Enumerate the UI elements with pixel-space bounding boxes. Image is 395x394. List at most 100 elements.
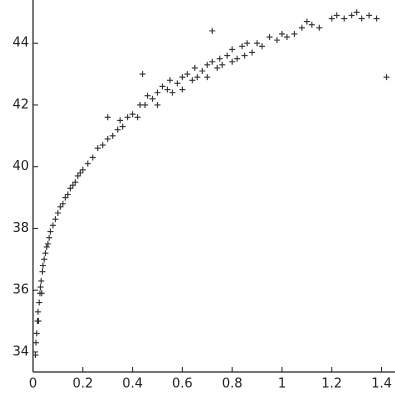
point	[164, 86, 171, 93]
point	[39, 262, 46, 269]
point	[54, 210, 61, 217]
point	[189, 77, 196, 84]
point	[204, 74, 211, 81]
x-tick-label: 1	[278, 377, 286, 392]
point	[72, 179, 79, 186]
point	[57, 203, 64, 210]
point	[179, 74, 186, 81]
point	[229, 46, 236, 53]
point	[124, 114, 131, 121]
point	[298, 24, 305, 31]
x-tick-label: 0.2	[72, 377, 93, 392]
point	[254, 40, 261, 47]
point	[99, 142, 106, 149]
y-tick-label: 34	[12, 344, 29, 359]
point	[291, 30, 298, 37]
point	[333, 12, 340, 19]
point	[383, 74, 390, 81]
point	[134, 114, 141, 121]
point	[34, 308, 41, 315]
point	[174, 80, 181, 87]
point	[42, 250, 49, 257]
point	[38, 277, 45, 284]
point	[341, 15, 348, 22]
point	[154, 89, 161, 96]
point	[199, 68, 206, 75]
point	[303, 18, 310, 25]
point	[38, 290, 45, 297]
point	[117, 117, 124, 124]
point	[39, 268, 46, 275]
point	[239, 43, 246, 50]
point	[94, 145, 101, 152]
point	[36, 299, 43, 306]
point	[52, 216, 59, 223]
point	[32, 339, 39, 346]
point	[144, 92, 151, 99]
point	[214, 64, 221, 71]
point	[249, 49, 256, 56]
point	[64, 191, 71, 198]
point	[129, 111, 136, 118]
point	[139, 71, 146, 78]
point	[209, 58, 216, 65]
point	[273, 37, 280, 44]
point	[179, 86, 186, 93]
point	[149, 95, 156, 102]
point	[219, 61, 226, 68]
point	[159, 83, 166, 90]
point	[353, 9, 360, 16]
x-tick-label: 1.4	[371, 377, 392, 392]
point	[194, 74, 201, 81]
x-tick-label: 0.6	[172, 377, 193, 392]
point	[62, 194, 69, 201]
point	[241, 52, 248, 59]
x-tick-label: 0	[29, 377, 37, 392]
point	[328, 15, 335, 22]
x-tick-label: 1.2	[321, 377, 342, 392]
point	[259, 43, 266, 50]
x-tick-label: 0.4	[122, 377, 143, 392]
point	[104, 135, 111, 142]
point	[348, 12, 355, 19]
y-tick-label: 44	[12, 36, 29, 51]
point	[35, 318, 42, 325]
point	[74, 172, 81, 179]
point	[358, 15, 365, 22]
point	[89, 154, 96, 161]
x-tick-label: 0.8	[222, 377, 243, 392]
point	[204, 61, 211, 68]
point	[216, 55, 223, 62]
point	[59, 200, 66, 207]
point	[84, 160, 91, 167]
point	[191, 64, 198, 71]
point	[32, 352, 39, 359]
point	[109, 132, 116, 139]
point	[43, 243, 50, 250]
point	[316, 24, 323, 31]
point	[69, 182, 76, 189]
point	[154, 101, 161, 108]
point	[278, 30, 285, 37]
point	[41, 256, 48, 263]
point	[209, 27, 216, 34]
point	[77, 169, 84, 176]
point	[169, 89, 176, 96]
point	[244, 40, 251, 47]
y-tick-label: 38	[12, 221, 29, 236]
point	[142, 101, 149, 108]
point	[67, 185, 74, 192]
point	[46, 234, 53, 241]
point	[37, 284, 44, 291]
point	[224, 52, 231, 59]
point	[79, 166, 86, 173]
point	[49, 222, 56, 229]
point	[308, 21, 315, 28]
point	[373, 15, 380, 22]
y-tick-label: 36	[12, 283, 29, 298]
point	[166, 77, 173, 84]
point	[283, 34, 290, 41]
point	[114, 126, 121, 133]
point	[184, 71, 191, 78]
